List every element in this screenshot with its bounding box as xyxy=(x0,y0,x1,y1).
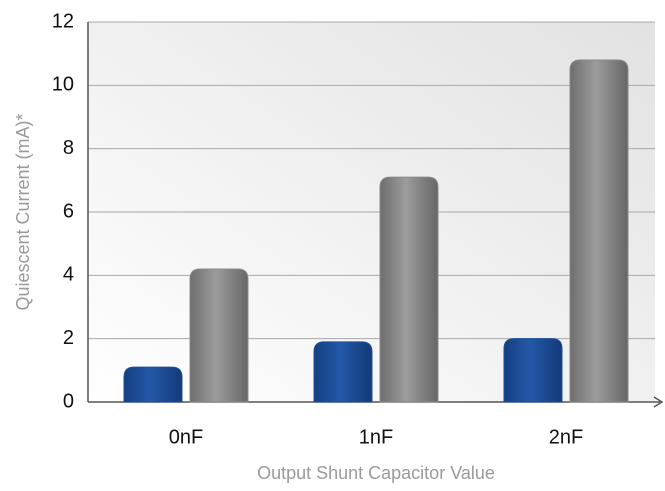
y-tick-label: 10 xyxy=(52,74,74,96)
x-axis-title: Output Shunt Capacitor Value xyxy=(257,463,495,483)
y-tick-label: 4 xyxy=(63,264,74,286)
bar xyxy=(313,341,373,403)
bar xyxy=(569,59,629,403)
y-axis-title: Quiescent Current (mA)* xyxy=(13,113,33,310)
x-tick-label: 0nF xyxy=(169,426,203,448)
x-tick-label: 1nF xyxy=(359,426,393,448)
bar xyxy=(379,176,439,403)
bar xyxy=(123,366,183,403)
y-tick-label: 8 xyxy=(63,137,74,159)
x-tick-label: 2nF xyxy=(549,426,583,448)
y-tick-label: 0 xyxy=(63,390,74,412)
bar xyxy=(503,338,563,403)
y-tick-label: 2 xyxy=(63,327,74,349)
y-tick-label: 6 xyxy=(63,200,74,222)
y-tick-label: 12 xyxy=(52,10,74,32)
bar xyxy=(189,268,249,403)
x-axis-arrow xyxy=(653,396,664,408)
